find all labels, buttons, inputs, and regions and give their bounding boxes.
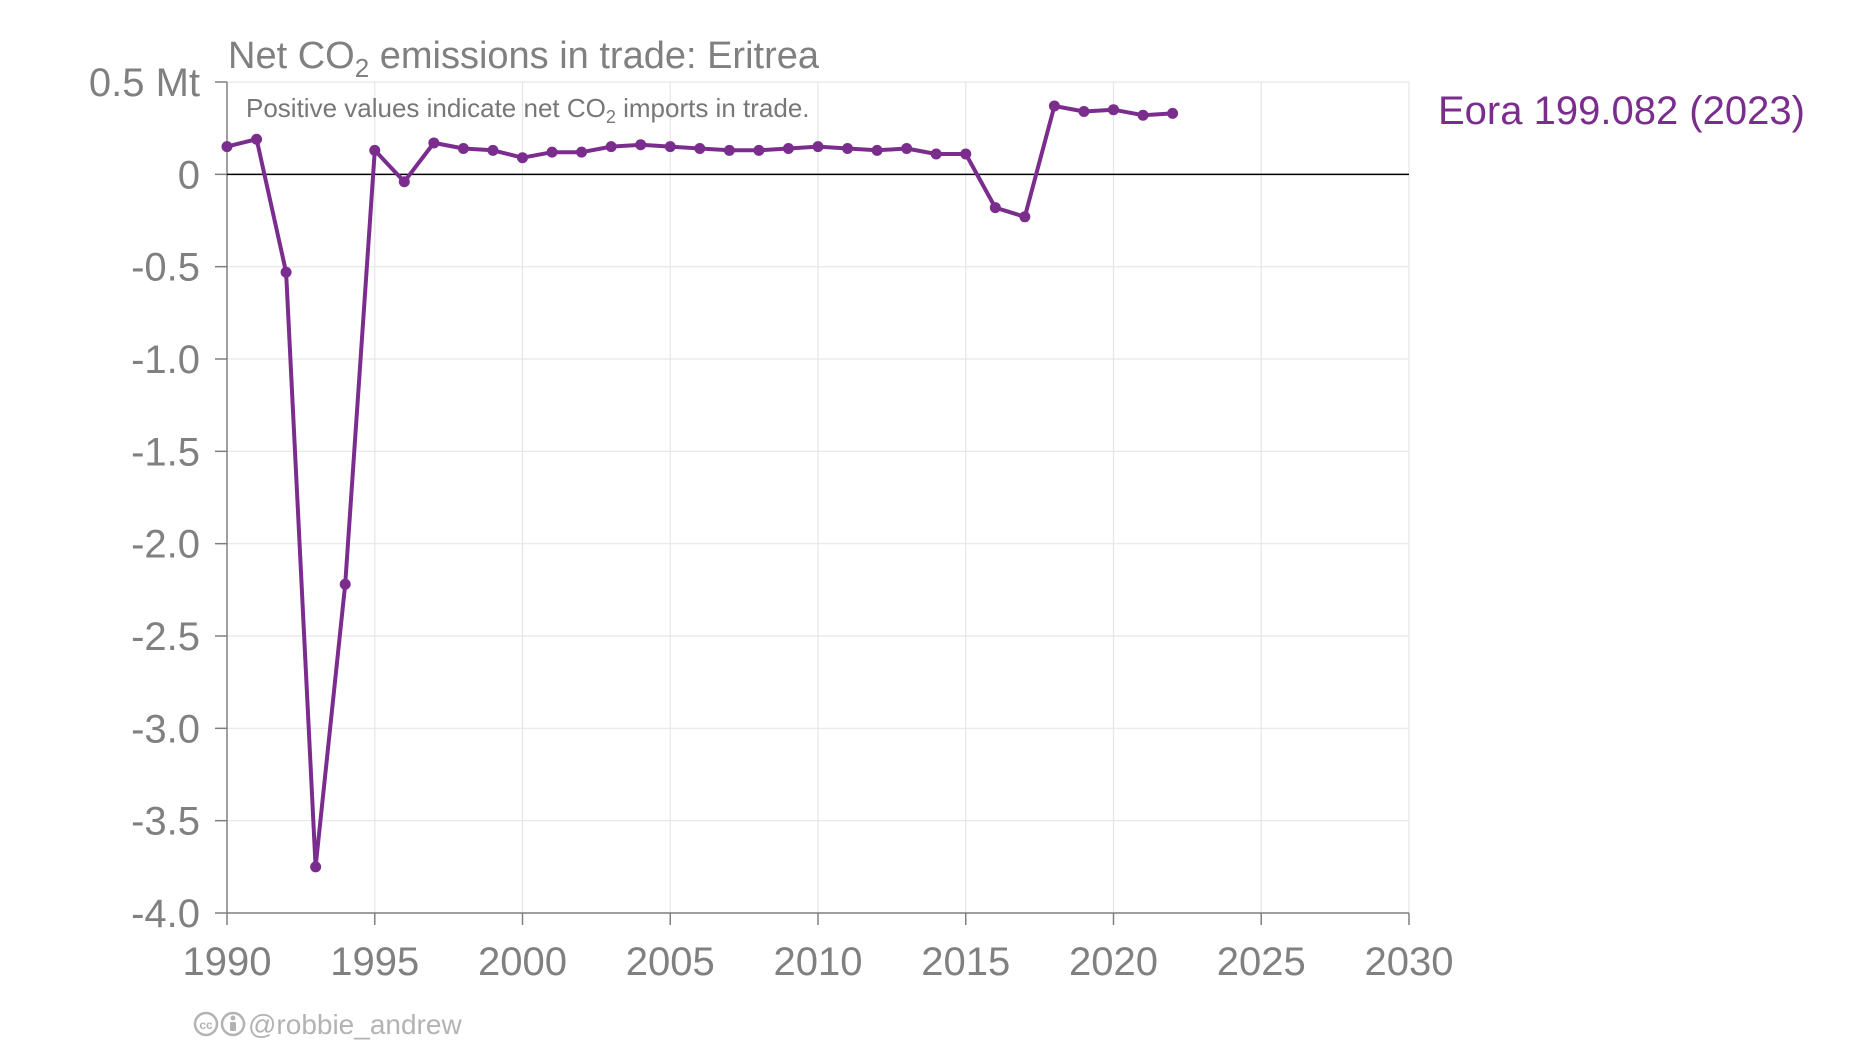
- x-tick-label: 1995: [330, 940, 419, 984]
- data-point: [1019, 211, 1031, 223]
- data-point: [605, 141, 617, 153]
- data-point: [546, 146, 558, 158]
- chart-title: Net CO2 emissions in trade: Eritrea: [228, 35, 820, 83]
- data-point: [517, 152, 528, 164]
- by-icon: [220, 1011, 246, 1037]
- data-point: [1167, 107, 1179, 119]
- data-point: [251, 133, 263, 145]
- chart-subtitle-subscript: 2: [606, 107, 616, 127]
- data-point: [1078, 106, 1090, 118]
- y-tick-label: -1.5: [131, 430, 200, 474]
- chart-title-subscript: 2: [355, 53, 369, 83]
- credit-handle: @robbie_andrew: [248, 1009, 462, 1040]
- data-point: [576, 146, 588, 158]
- y-tick-label: -3.0: [131, 707, 200, 751]
- cc-icon: cc: [193, 1011, 219, 1037]
- data-point: [960, 148, 972, 160]
- chart-subtitle-part: Positive values indicate net CO: [246, 93, 606, 123]
- y-tick-label: -2.5: [131, 615, 200, 659]
- data-point: [1137, 109, 1149, 121]
- x-tick-label: 2010: [774, 940, 863, 984]
- y-tick-label: -0.5: [131, 246, 200, 290]
- y-tick-label: -3.5: [131, 800, 200, 844]
- data-point: [871, 144, 883, 156]
- data-point: [989, 202, 1001, 214]
- axes: [215, 81, 1410, 925]
- data-point: [339, 578, 351, 590]
- series: [221, 100, 1179, 873]
- chart-subtitle-part: imports in trade.: [616, 93, 810, 123]
- x-tick-label: 1990: [183, 940, 272, 984]
- x-tick-label: 2015: [921, 940, 1010, 984]
- x-tick-labels: 1990 1995 2000 2005 2010 2015 2020 2025 2030: [183, 940, 1454, 984]
- x-tick-label: 2025: [1217, 940, 1306, 984]
- data-point: [901, 142, 913, 154]
- grid: [227, 81, 1410, 914]
- data-point: [723, 144, 735, 156]
- chart-subtitle: Positive values indicate net CO2 imports…: [246, 93, 810, 127]
- data-point: [369, 144, 381, 156]
- series-line: [225, 104, 1175, 869]
- x-tick-label: 2000: [478, 940, 567, 984]
- data-point: [694, 142, 706, 154]
- credit: cc @robbie_andrew: [193, 1009, 462, 1040]
- data-point: [664, 141, 676, 153]
- data-point: [1108, 104, 1119, 116]
- x-tick-label: 2030: [1365, 940, 1454, 984]
- y-tick-labels: -4.0 -3.5 -3.0 -2.5 -2.0 -1.5 -1.0 -0.5 0 0.5 Mt: [89, 61, 200, 936]
- data-point: [782, 142, 794, 154]
- data-point: [842, 142, 854, 154]
- x-tick-label: 2005: [626, 940, 715, 984]
- data-point: [280, 266, 292, 278]
- y-tick-label: 0: [178, 153, 200, 197]
- data-point: [753, 144, 765, 156]
- data-point: [221, 141, 233, 153]
- svg-text:cc: cc: [199, 1018, 213, 1032]
- y-tick-label: 0.5 Mt: [89, 61, 200, 105]
- chart-title-part: Net CO: [228, 35, 355, 77]
- series-label: Eora 199.082 (2023): [1438, 89, 1805, 133]
- x-tick-label: 2020: [1069, 940, 1158, 984]
- data-point: [487, 144, 499, 156]
- chart-title-part: emissions in trade: Eritrea: [369, 35, 820, 77]
- y-tick-label: -2.0: [131, 523, 200, 567]
- y-tick-label: -4.0: [131, 892, 200, 936]
- data-point: [812, 141, 824, 153]
- data-point: [930, 148, 942, 160]
- data-point: [457, 142, 469, 154]
- data-point: [398, 176, 410, 188]
- data-point: [310, 861, 322, 873]
- data-point: [428, 137, 440, 149]
- data-point: [635, 139, 647, 151]
- data-point: [1048, 100, 1060, 112]
- y-tick-label: -1.0: [131, 338, 200, 382]
